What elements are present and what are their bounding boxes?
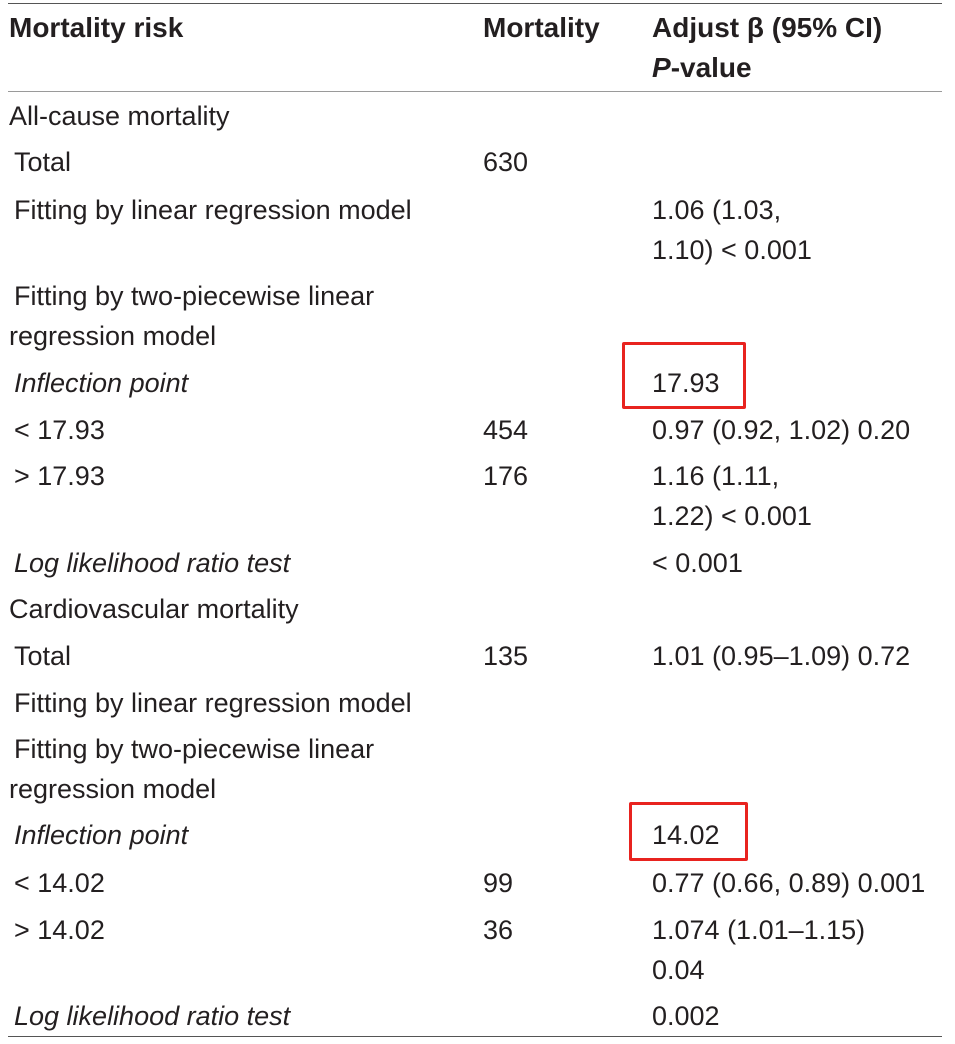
row-value-inflection: 14.02 (652, 820, 720, 850)
row-count-total: 135 (483, 641, 529, 671)
row-label-below: < 14.02 (14, 868, 105, 898)
row-count-below: 454 (483, 415, 529, 445)
table-bottom-rule (8, 1036, 942, 1037)
row-label-inflection: Inflection point (14, 368, 189, 398)
row-label-below: < 17.93 (14, 415, 105, 445)
row-label-linear: Fitting by linear regression model (14, 195, 412, 225)
header-value-suffix: -value (670, 52, 752, 83)
row-label-piecewise-2: regression model (9, 321, 217, 351)
row-count-above: 176 (483, 461, 529, 491)
row-value-inflection: 17.93 (652, 368, 720, 398)
row-label-linear: Fitting by linear regression model (14, 688, 412, 718)
row-value-below: 0.97 (0.92, 1.02) 0.20 (652, 415, 911, 445)
row-value-linear-2: 1.10) < 0.001 (652, 235, 812, 265)
row-count-above: 36 (483, 915, 514, 945)
header-adjust-beta: Adjust β (95% CI) (652, 12, 883, 43)
row-label-above: > 17.93 (14, 461, 105, 491)
header-mortality: Mortality (483, 12, 600, 43)
row-value-above-2: 0.04 (652, 955, 705, 985)
row-value-above-1: 1.16 (1.11, (652, 461, 780, 491)
row-label-llr: Log likelihood ratio test (14, 1001, 291, 1031)
header-p-value: P-value (652, 48, 752, 88)
row-label-total: Total (14, 641, 72, 671)
row-count-total: 630 (483, 147, 529, 177)
row-value-below: 0.77 (0.66, 0.89) 0.001 (652, 868, 926, 898)
section-title-all-cause: All-cause mortality (9, 101, 230, 131)
row-value-above-1: 1.074 (1.01–1.15) (652, 915, 866, 945)
row-label-piecewise-1: Fitting by two-piecewise linear (14, 734, 375, 764)
header-p-letter: P (652, 52, 671, 83)
row-value-llr: < 0.001 (652, 548, 743, 578)
header-mortality-risk: Mortality risk (9, 12, 184, 43)
row-count-below: 99 (483, 868, 514, 898)
table-top-rule (8, 3, 942, 4)
row-value-llr: 0.002 (652, 1001, 720, 1031)
highlight-box-inflection-cardiovascular (629, 802, 748, 861)
row-label-total: Total (14, 147, 72, 177)
row-value-total: 1.01 (0.95–1.09) 0.72 (652, 641, 911, 671)
header-rule (8, 91, 942, 92)
row-label-piecewise-1: Fitting by two-piecewise linear (14, 281, 375, 311)
row-label-above: > 14.02 (14, 915, 105, 945)
section-title-cardiovascular: Cardiovascular mortality (9, 594, 299, 624)
row-label-inflection: Inflection point (14, 820, 189, 850)
highlight-box-inflection-all-cause (622, 342, 746, 409)
row-label-llr: Log likelihood ratio test (14, 548, 291, 578)
row-label-piecewise-2: regression model (9, 774, 217, 804)
row-value-above-2: 1.22) < 0.001 (652, 501, 812, 531)
row-value-linear-1: 1.06 (1.03, (652, 195, 782, 225)
